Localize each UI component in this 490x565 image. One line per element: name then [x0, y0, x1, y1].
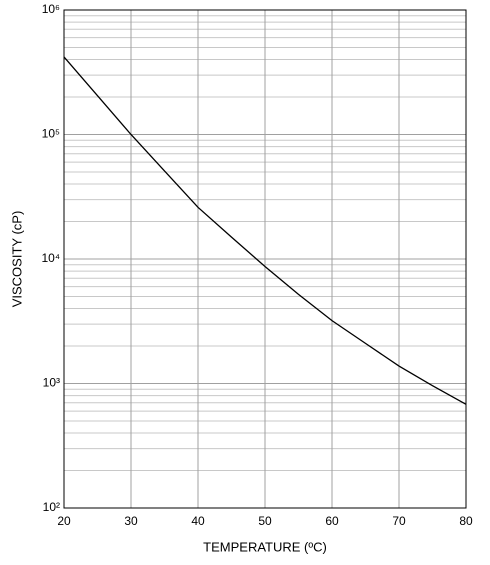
x-axis-title: TEMPERATURE (ºC): [203, 539, 327, 554]
x-tick-label: 40: [191, 514, 205, 528]
x-tick-label: 60: [325, 514, 339, 528]
y-tick-label: 10⁶: [42, 2, 60, 16]
y-tick-label: 10³: [43, 376, 60, 390]
x-tick-label: 70: [392, 514, 406, 528]
y-tick-label: 10⁴: [41, 251, 60, 265]
series-line: [63, 56, 467, 405]
y-tick-label: 10⁵: [42, 127, 60, 141]
y-axis-title: VISCOSITY (cP): [9, 211, 24, 308]
x-tick-label: 80: [459, 514, 473, 528]
x-tick-label: 30: [124, 514, 138, 528]
plot-frame: [63, 9, 467, 509]
x-tick-label: 50: [258, 514, 272, 528]
x-tick-label: 20: [57, 514, 71, 528]
y-tick-label: 10²: [43, 500, 60, 514]
